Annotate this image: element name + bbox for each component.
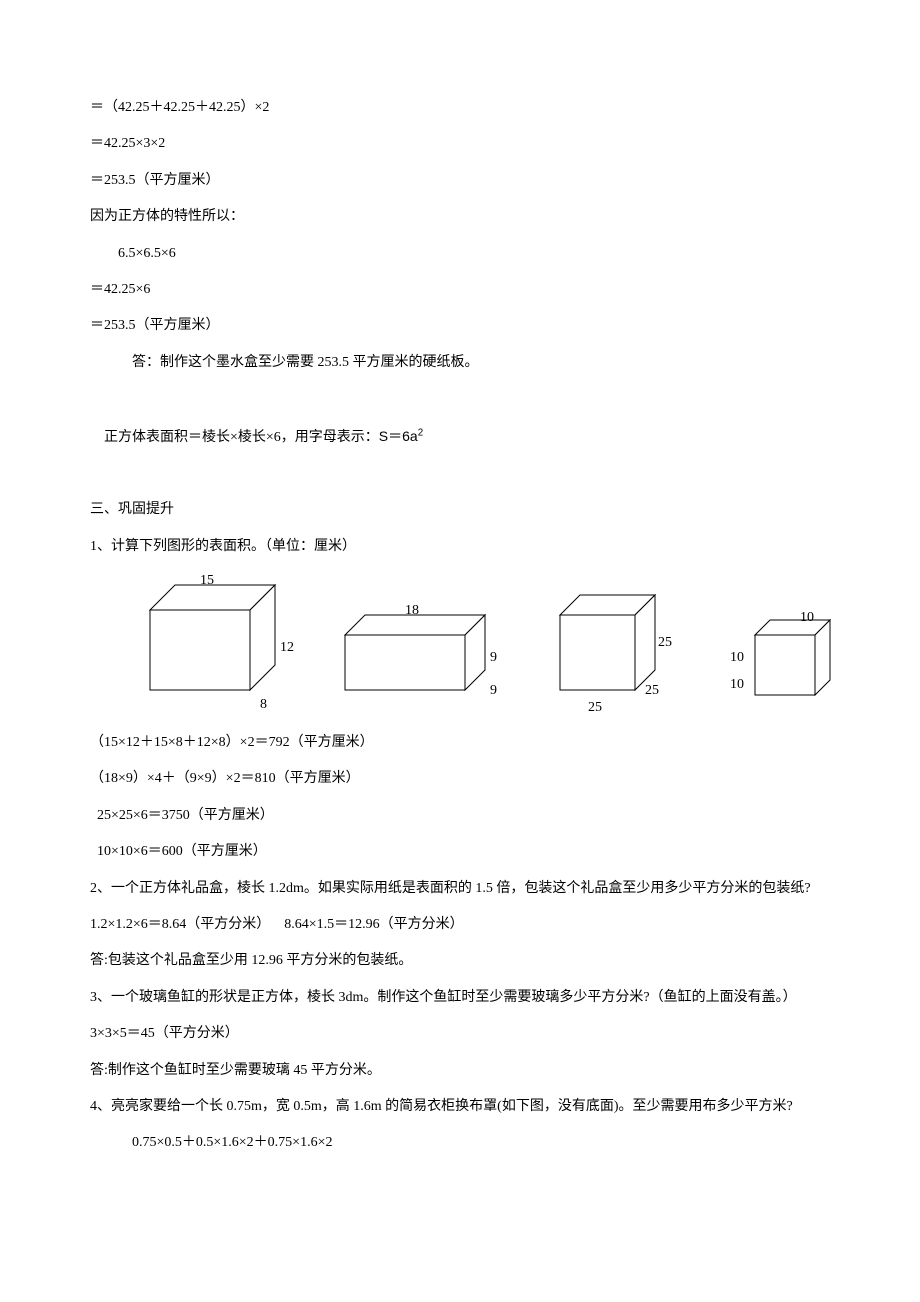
dim-label: 9 <box>490 673 497 709</box>
answer-line: 答:包装这个礼品盒至少用 12.96 平方分米的包装纸。 <box>90 943 860 979</box>
dim-label: 10 <box>800 600 814 636</box>
dim-label: 25 <box>588 690 602 726</box>
figures-row: 15 12 8 18 9 9 25 25 25 <box>90 565 860 725</box>
dim-label: 10 <box>730 667 744 703</box>
calc-line: 10×10×6＝600（平方厘米） <box>90 834 860 870</box>
formula-exponent: 2 <box>418 427 423 438</box>
calc-line: ＝42.25×6 <box>90 272 860 308</box>
problem-text: 4、亮亮家要给一个长 0.75m，宽 0.5m，高 1.6m 的简易衣柜换布罩(… <box>90 1089 860 1125</box>
answer-line: 答:制作这个鱼缸时至少需要玻璃 45 平方分米。 <box>90 1053 860 1089</box>
problem-text: 3、一个玻璃鱼缸的形状是正方体，棱长 3dm。制作这个鱼缸时至少需要玻璃多少平方… <box>90 980 860 1016</box>
figure-cuboid-1: 15 12 8 <box>140 575 300 705</box>
text-line: 因为正方体的特性所以： <box>90 199 860 235</box>
calc-line: ＝（42.25＋42.25＋42.25）×2 <box>90 90 860 126</box>
calc-line: ＝253.5（平方厘米） <box>90 308 860 344</box>
formula-symbol: S＝6a <box>379 428 418 444</box>
dim-label: 18 <box>405 593 419 629</box>
figure-cube-1: 25 25 25 <box>550 585 685 705</box>
calc-line: （15×12＋15×8＋12×8）×2＝792（平方厘米） <box>90 725 860 761</box>
document-page: ＝（42.25＋42.25＋42.25）×2 ＝42.25×3×2 ＝253.5… <box>0 0 920 1302</box>
answer-line: 答：制作这个墨水盒至少需要 253.5 平方厘米的硬纸板。 <box>90 345 860 381</box>
dim-label: 9 <box>490 640 497 676</box>
figure-cuboid-2: 18 9 9 <box>340 605 510 705</box>
calc-line: 0.75×0.5＋0.5×1.6×2＋0.75×1.6×2 <box>90 1125 860 1161</box>
calc-line: ＝253.5（平方厘米） <box>90 163 860 199</box>
calc-line: 1.2×1.2×6＝8.64（平方分米） 8.64×1.5＝12.96（平方分米… <box>90 907 860 943</box>
problem-heading: 1、计算下列图形的表面积。（单位：厘米） <box>90 529 860 565</box>
dim-label: 8 <box>260 687 267 723</box>
formula-line: 正方体表面积＝棱长×棱长×6，用字母表示：S＝6a2 <box>90 381 860 492</box>
dim-label: 15 <box>200 563 214 599</box>
calc-line: （18×9）×4＋（9×9）×2＝810（平方厘米） <box>90 761 860 797</box>
calc-line: 3×3×5＝45（平方分米） <box>90 1016 860 1052</box>
figure-cube-2: 10 10 10 <box>725 605 835 705</box>
calc-line: 25×25×6＝3750（平方厘米） <box>90 798 860 834</box>
problem-text: 2、一个正方体礼品盒，棱长 1.2dm。如果实际用纸是表面积的 1.5 倍，包装… <box>90 871 860 907</box>
calc-line: 6.5×6.5×6 <box>90 236 860 272</box>
formula-text: 正方体表面积＝棱长×棱长×6，用字母表示： <box>104 430 379 445</box>
calc-line: ＝42.25×3×2 <box>90 126 860 162</box>
dim-label: 12 <box>280 630 294 666</box>
dim-label: 25 <box>658 625 672 661</box>
dim-label: 25 <box>645 673 659 709</box>
section-heading: 三、巩固提升 <box>90 492 860 528</box>
